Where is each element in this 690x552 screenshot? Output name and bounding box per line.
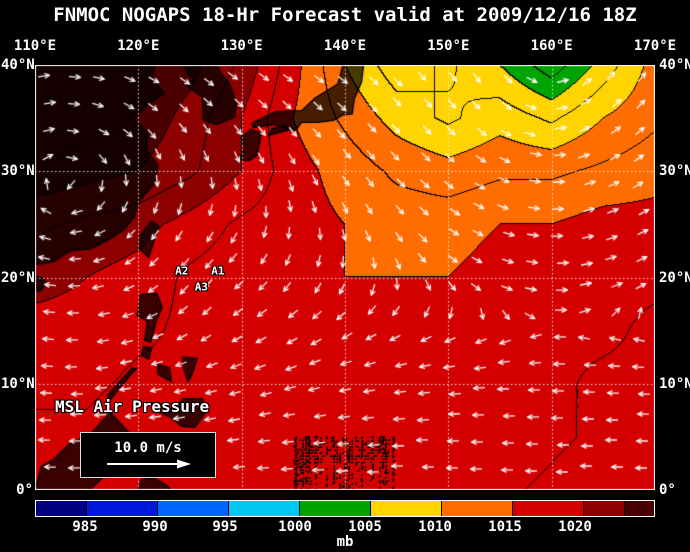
colorbar-segment (370, 501, 441, 516)
lon-tick-label: 120°E (117, 38, 160, 54)
colorbar-segment (86, 501, 157, 516)
lat-tick-label: 30°N (1, 163, 35, 180)
lat-tick-label: 10°N (1, 375, 35, 392)
lat-tick-label: 10°N (659, 375, 690, 392)
lat-tick-label: 20°N (659, 269, 690, 286)
colorbar-units: mb (336, 534, 354, 550)
wind-scale-legend: 10.0 m/s (80, 432, 216, 478)
lat-tick-label: 20°N (1, 269, 35, 286)
colorbar-segment (583, 501, 624, 516)
colorbar-segment (36, 501, 86, 516)
lon-tick-label: 160°E (530, 38, 573, 54)
storm-label-a2: A2 (175, 264, 189, 278)
field-label: MSL Air Pressure (55, 397, 210, 416)
colorbar-tick-label: 995 (212, 519, 238, 535)
colorbar-segment (441, 501, 512, 516)
storm-label-a1: A1 (211, 264, 225, 278)
colorbar-tick-label: 990 (142, 519, 168, 535)
colorbar-tick-label: 985 (72, 519, 98, 535)
lon-tick-label: 170°E (633, 38, 677, 54)
wind-scale-label: 10.0 m/s (114, 440, 182, 456)
colorbar-tick-label: 1015 (488, 519, 522, 535)
lat-tick-label: 30°N (659, 163, 690, 180)
lon-tick-label: 140°E (323, 38, 367, 54)
plot-title: FNMOC NOGAPS 18-Hr Forecast valid at 200… (53, 4, 637, 26)
colorbar-tick-label: 1020 (558, 519, 592, 535)
lon-tick-label: 110°E (13, 38, 57, 54)
colorbar-segment (512, 501, 583, 516)
lat-tick-label: 0° (16, 482, 33, 498)
lat-tick-label: 0° (659, 482, 676, 498)
lat-tick-label: 40°N (1, 57, 35, 73)
colorbar-segment (624, 501, 654, 516)
lon-tick-label: 130°E (220, 38, 263, 54)
wind-scale-arrow-icon (107, 459, 191, 469)
colorbar-tick-label: 1005 (348, 519, 382, 535)
colorbar-segment (228, 501, 299, 516)
storm-label-a3: A3 (194, 280, 208, 294)
colorbar-tick-label: 1010 (418, 519, 452, 535)
colorbar-tick-label: 1000 (278, 519, 312, 535)
pressure-map-canvas (35, 65, 655, 490)
colorbar-segment (299, 501, 370, 516)
colorbar-segment (157, 501, 228, 516)
lon-tick-label: 150°E (427, 38, 470, 54)
lat-tick-label: 40°N (659, 57, 690, 73)
colorbar (35, 500, 655, 517)
